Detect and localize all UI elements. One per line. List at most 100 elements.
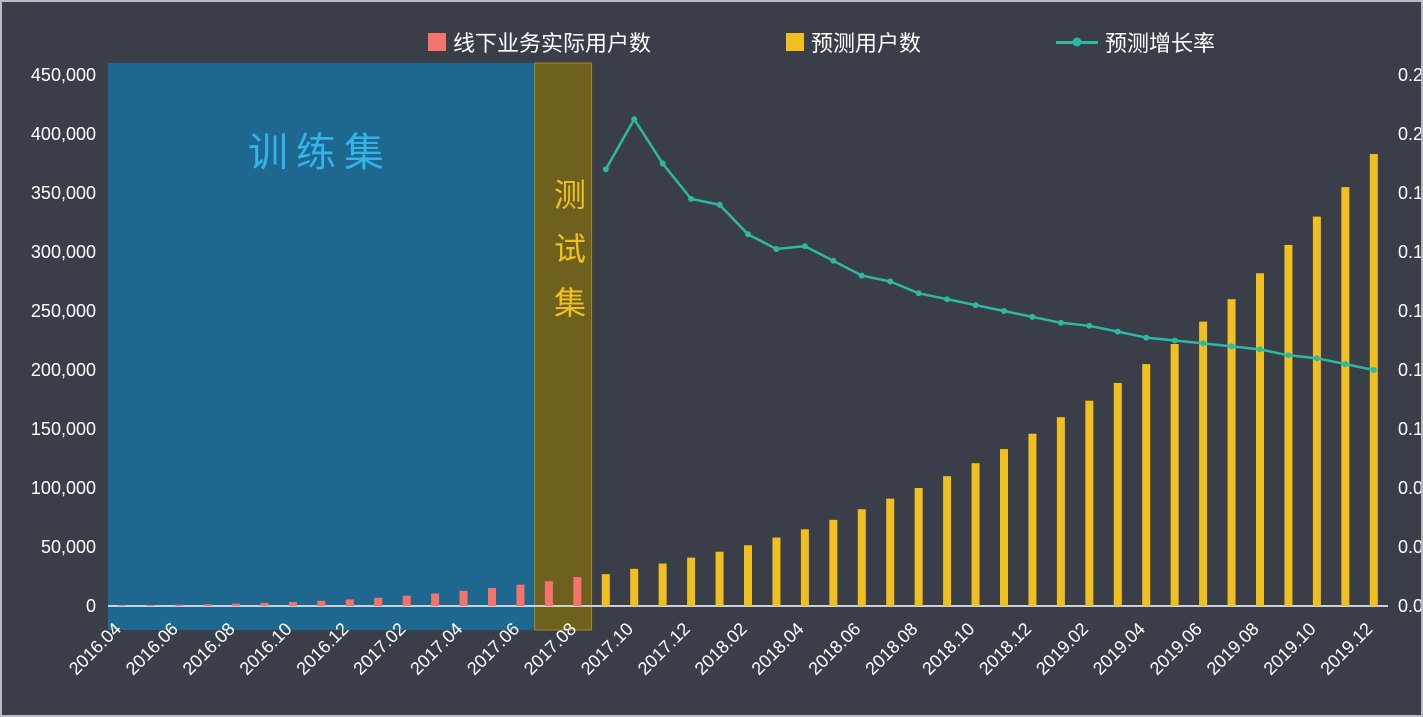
legend-item-predicted-users[interactable]: 预测用户数 bbox=[786, 26, 921, 58]
left-axis: 0 50,000 100,000 150,000 200,000 250,000 300,0… bbox=[31, 65, 96, 616]
bar bbox=[1170, 344, 1179, 606]
predicted-bars bbox=[601, 154, 1378, 607]
bar bbox=[1341, 187, 1350, 606]
bar bbox=[943, 476, 952, 606]
left-axis-tick: 400,000 bbox=[31, 124, 96, 144]
marker bbox=[1313, 355, 1320, 362]
bar bbox=[1256, 273, 1264, 606]
bar bbox=[1284, 244, 1293, 607]
left-axis-tick: 150,000 bbox=[31, 419, 96, 439]
right-axis-tick: 0.1 bbox=[1398, 419, 1421, 439]
marker bbox=[1370, 367, 1377, 373]
marker bbox=[1228, 343, 1235, 350]
bar bbox=[1312, 216, 1321, 606]
bar bbox=[260, 602, 269, 606]
left-axis-tick: 50,000 bbox=[41, 537, 96, 557]
x-axis-tick: 2019.10 bbox=[1260, 619, 1320, 679]
bar bbox=[374, 597, 383, 606]
bar bbox=[886, 498, 895, 606]
bar bbox=[1199, 321, 1208, 606]
legend-label-actual-users: 线下业务实际用户数 bbox=[453, 31, 652, 56]
marker bbox=[1171, 337, 1178, 344]
x-axis-tick: 2016.04 bbox=[65, 619, 125, 679]
marker bbox=[1285, 352, 1292, 359]
bar bbox=[232, 603, 240, 606]
bar bbox=[687, 557, 696, 606]
bar bbox=[1142, 364, 1151, 606]
marker bbox=[1114, 328, 1121, 335]
marker bbox=[1143, 334, 1150, 341]
bar bbox=[1085, 400, 1094, 606]
marker bbox=[773, 246, 780, 252]
x-axis-tick: 2018.02 bbox=[691, 619, 751, 679]
chart-legend: 线下业务实际用户数 预测用户数 预测增长率 bbox=[428, 26, 1215, 58]
x-axis-tick: 2019.02 bbox=[1032, 619, 1092, 679]
left-axis-tick: 350,000 bbox=[31, 183, 96, 203]
bar bbox=[459, 590, 468, 606]
marker bbox=[915, 290, 922, 297]
right-axis-tick: 0.1 bbox=[1398, 242, 1421, 262]
growth-rate-dot-icon bbox=[1072, 37, 1082, 47]
bar bbox=[772, 537, 781, 606]
marker bbox=[1257, 346, 1263, 353]
bar bbox=[573, 577, 582, 606]
legend-item-actual-users[interactable]: 线下业务实际用户数 bbox=[428, 26, 651, 58]
marker bbox=[1029, 313, 1036, 320]
marker bbox=[830, 257, 837, 264]
bar bbox=[1056, 417, 1065, 606]
bar bbox=[488, 587, 496, 606]
bar bbox=[516, 584, 525, 606]
actual-users-swatch-icon bbox=[428, 33, 446, 51]
bar bbox=[175, 604, 184, 606]
left-axis-tick: 0 bbox=[86, 596, 96, 616]
marker bbox=[716, 201, 723, 208]
bar bbox=[1028, 433, 1037, 606]
bar bbox=[402, 595, 411, 606]
bar bbox=[971, 463, 980, 606]
bar bbox=[431, 593, 440, 606]
bar bbox=[1000, 449, 1008, 606]
marker bbox=[659, 160, 666, 167]
growth-rate-line bbox=[604, 116, 1375, 372]
marker bbox=[745, 231, 751, 238]
x-axis-tick: 2017.12 bbox=[634, 619, 694, 679]
predicted-users-swatch-icon bbox=[786, 33, 805, 51]
left-axis-tick: 250,000 bbox=[31, 301, 96, 321]
x-axis-tick: 2019.04 bbox=[1089, 619, 1149, 679]
marker bbox=[1200, 340, 1207, 347]
left-axis-tick: 450,000 bbox=[31, 65, 96, 85]
legend-item-growth-rate[interactable]: 预测增长率 bbox=[1056, 26, 1215, 58]
bar bbox=[914, 488, 923, 606]
bar bbox=[658, 563, 667, 606]
marker bbox=[858, 272, 865, 279]
marker bbox=[1342, 361, 1349, 368]
right-axis-tick: 0.0 bbox=[1398, 596, 1421, 616]
marker bbox=[1057, 319, 1064, 326]
growth-rate-line-icon bbox=[1056, 37, 1099, 47]
x-axis-tick: 2019.12 bbox=[1316, 619, 1376, 679]
right-axis-tick: 0.1 bbox=[1398, 183, 1421, 203]
bar bbox=[203, 604, 212, 606]
bar bbox=[288, 601, 297, 606]
bar bbox=[1369, 154, 1378, 606]
x-axis-tick: 2019.08 bbox=[1203, 619, 1263, 679]
bar bbox=[1227, 299, 1236, 606]
right-axis-tick: 0.2 bbox=[1398, 124, 1421, 144]
legend-label-predicted-users: 预测用户数 bbox=[811, 31, 922, 56]
marker bbox=[801, 243, 808, 250]
x-axis-tick: 2018.04 bbox=[748, 619, 808, 679]
bar bbox=[118, 605, 127, 606]
bar bbox=[544, 581, 553, 606]
bar bbox=[1113, 382, 1122, 606]
bar bbox=[317, 600, 326, 606]
right-axis-tick: 0.0 bbox=[1398, 478, 1421, 498]
marker bbox=[1001, 308, 1007, 314]
right-axis: 0.0 0.0 0.0 0.1 0.1 0.1 0.1 0.1 0.2 0.2 bbox=[1398, 65, 1421, 616]
marker bbox=[688, 195, 695, 202]
left-axis-tick: 200,000 bbox=[31, 360, 96, 380]
x-axis-tick: 2018.12 bbox=[975, 619, 1035, 679]
bar bbox=[857, 509, 866, 606]
right-axis-tick: 0.1 bbox=[1398, 301, 1421, 321]
